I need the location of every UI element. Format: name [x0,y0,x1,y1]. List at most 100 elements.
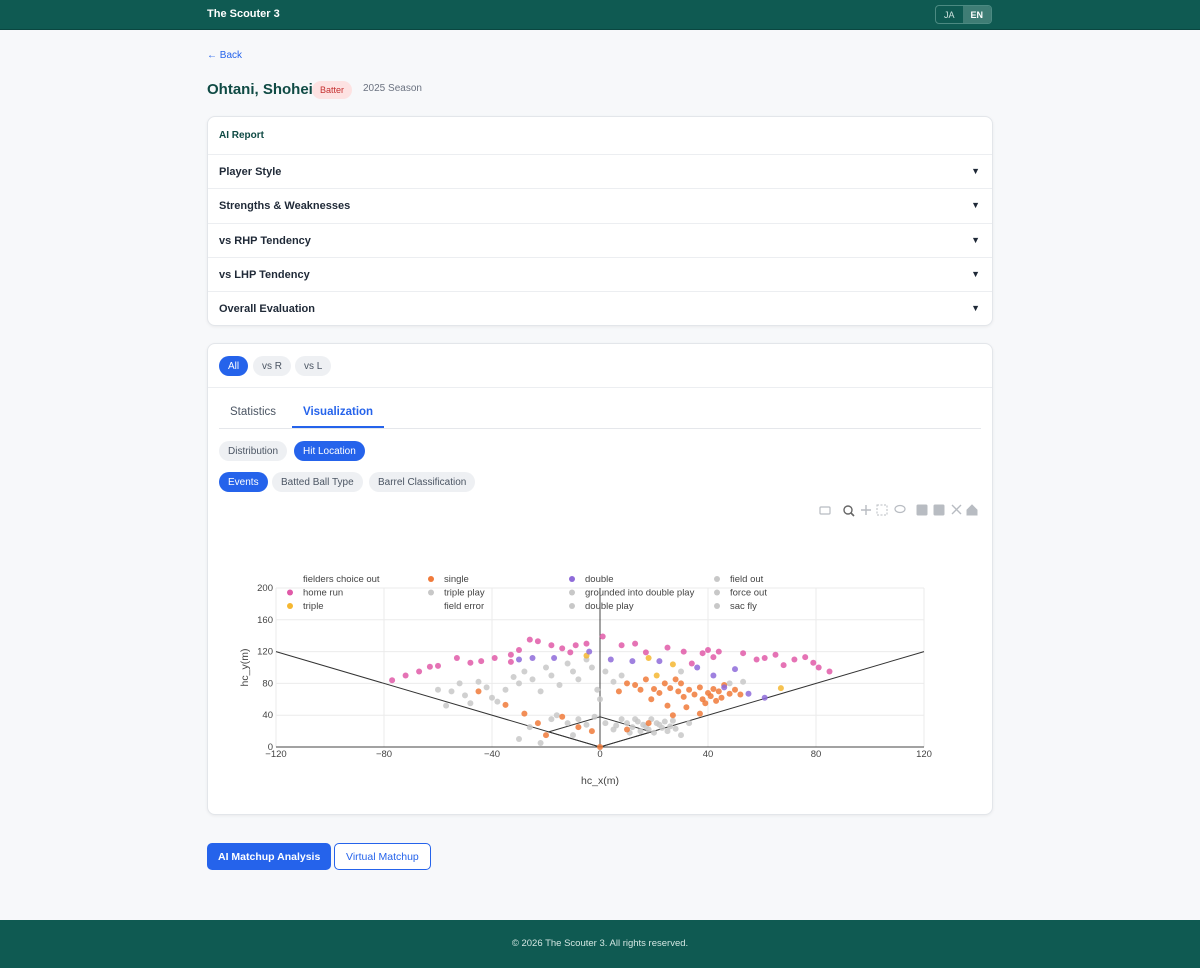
point [656,689,663,696]
point [588,728,595,735]
brand[interactable]: The Scouter 3 [207,8,280,20]
report-section[interactable]: Strengths & Weaknesses ▼ [208,188,992,222]
point [780,662,787,669]
expand-arrow[interactable]: ▼ [971,303,980,314]
point [548,642,555,649]
back-link[interactable]: ← Back [207,50,243,61]
point [575,724,582,731]
modebar[interactable] [819,504,978,517]
point [467,700,474,707]
point [761,694,768,701]
point [516,656,522,663]
point [543,732,549,739]
point [583,721,590,728]
subtab-pill[interactable]: Distribution [219,441,288,461]
tab[interactable]: Visualization [303,406,374,418]
point [456,680,463,687]
point [632,640,639,647]
expand-arrow[interactable]: ▼ [971,234,980,245]
filter-pill[interactable]: All [219,356,249,376]
point [632,681,639,688]
tab[interactable]: Statistics [230,406,277,418]
point [475,688,482,695]
expand-arrow[interactable]: ▼ [971,166,980,176]
point [715,648,722,655]
report-section[interactable]: vs RHP Tendency ▼ [208,222,992,257]
point [448,688,455,695]
legend-marker [714,576,720,582]
lang-button[interactable]: EN [962,6,992,23]
point [583,640,590,647]
point [402,672,409,679]
point [607,656,614,663]
report-section[interactable]: Player Style ▼ [208,154,992,188]
point [478,658,485,665]
mode-pill[interactable]: Batted Ball Type [272,472,363,492]
point [710,685,717,692]
mode-pill[interactable]: Barrel Classification [369,472,476,492]
point [721,684,728,691]
point [710,672,717,679]
legend-marker [287,589,293,596]
header: The Scouter 3 JA EN [0,0,1200,30]
point [516,736,522,743]
point [507,658,514,665]
point [597,744,603,750]
filter-pill[interactable]: vs R [253,356,291,376]
y-tick-label: 80 [262,678,273,689]
section-title: Strengths & Weaknesses [219,200,351,213]
point [537,740,544,747]
expand-arrow[interactable]: ▼ [971,268,980,279]
point [672,676,679,683]
point [564,660,571,667]
point [651,685,657,692]
report-section[interactable]: vs LHP Tendency ▼ [208,256,992,291]
point [740,678,747,685]
point [683,704,690,711]
point [435,686,441,693]
legend-label: double play [585,601,634,612]
expand-arrow[interactable]: ▼ [971,200,980,211]
point [483,684,490,691]
x-tick-label: 0 [597,749,602,760]
point [669,712,676,719]
point [696,710,703,717]
point [686,686,693,693]
point [696,684,703,691]
point [551,654,558,661]
point [572,642,579,649]
point [669,661,676,668]
report-section[interactable]: Overall Evaluation ▼ [208,291,992,325]
point [648,696,655,703]
filter-pill[interactable]: vs L [295,356,332,376]
virtual-matchup-button[interactable]: Virtual Matchup [334,843,431,870]
point [661,680,668,687]
ai-matchup-button[interactable]: AI Matchup Analysis [207,843,332,870]
point [810,659,817,666]
x-tick-label: 40 [703,749,714,760]
lang-button[interactable]: JA [944,10,955,20]
point [529,654,536,661]
point [597,696,603,703]
player-name: Ohtani, Shohei [207,81,313,98]
point [591,713,598,720]
legend-label: triple play [444,588,485,599]
point [570,668,576,675]
point [651,729,657,736]
point [740,650,747,657]
subtab-pill[interactable]: Hit Location [294,441,365,461]
point [426,663,433,670]
mode-pill[interactable]: Events [219,472,268,492]
point [510,674,517,681]
point [602,668,609,675]
point [680,648,687,655]
x-tick-label: 80 [811,749,822,760]
point [521,710,528,717]
tab-rule [219,428,981,429]
point [475,678,482,685]
point [416,668,423,675]
point [537,688,544,695]
point [564,720,571,727]
tab-underline [292,426,384,428]
